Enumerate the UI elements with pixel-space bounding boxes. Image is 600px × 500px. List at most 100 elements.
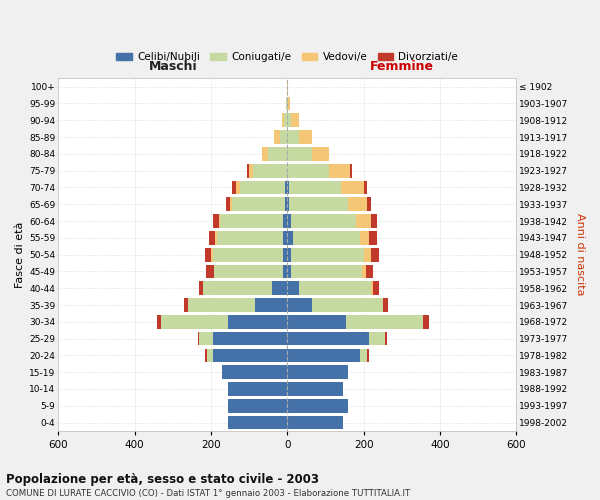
Bar (286, 198, 287, 211)
Bar (287, 130, 299, 144)
Bar (253, 164, 287, 177)
Bar (291, 114, 299, 127)
Bar (287, 282, 299, 295)
Bar (249, 164, 253, 177)
Bar (184, 298, 188, 312)
Bar (371, 282, 373, 295)
Text: Popolazione per età, sesso e stato civile - 2003: Popolazione per età, sesso e stato civil… (6, 472, 319, 486)
Bar (289, 198, 349, 211)
Bar (280, 130, 287, 144)
Bar (228, 399, 287, 412)
Bar (349, 198, 367, 211)
Bar (287, 416, 343, 430)
Bar (161, 315, 228, 328)
Bar (213, 248, 283, 262)
Bar (287, 114, 291, 127)
Bar (157, 315, 161, 328)
Bar (206, 264, 214, 278)
Bar (287, 366, 349, 379)
Bar (214, 264, 283, 278)
Bar (255, 298, 287, 312)
Bar (213, 214, 218, 228)
Bar (360, 348, 367, 362)
Bar (213, 348, 287, 362)
Bar (228, 315, 287, 328)
Bar (283, 231, 287, 244)
Bar (287, 96, 289, 110)
Bar (203, 282, 272, 295)
Bar (239, 180, 286, 194)
Bar (287, 147, 312, 161)
Bar (274, 130, 280, 144)
Bar (236, 180, 239, 194)
Bar (373, 282, 379, 295)
Bar (370, 332, 385, 345)
Bar (272, 282, 287, 295)
Bar (289, 180, 341, 194)
Bar (287, 382, 343, 396)
Bar (287, 264, 291, 278)
Bar (207, 348, 213, 362)
Bar (283, 214, 287, 228)
Bar (283, 248, 287, 262)
Bar (341, 180, 364, 194)
Bar (350, 164, 352, 177)
Text: Maschi: Maschi (148, 60, 197, 74)
Bar (286, 96, 287, 110)
Bar (367, 348, 370, 362)
Legend: Celibi/Nubili, Coniugati/e, Vedovi/e, Divorziati/e: Celibi/Nubili, Coniugati/e, Vedovi/e, Di… (112, 48, 463, 66)
Bar (220, 214, 283, 228)
Bar (287, 198, 289, 211)
Y-axis label: Fasce di età: Fasce di età (15, 222, 25, 288)
Bar (286, 180, 287, 194)
Bar (287, 231, 293, 244)
Bar (362, 264, 365, 278)
Bar (287, 164, 329, 177)
Bar (289, 96, 290, 110)
Bar (230, 198, 232, 211)
Bar (188, 298, 255, 312)
Bar (312, 298, 383, 312)
Bar (262, 147, 268, 161)
Bar (291, 248, 364, 262)
Bar (299, 130, 312, 144)
Bar (287, 248, 291, 262)
Bar (364, 248, 371, 262)
Bar (346, 315, 423, 328)
Bar (365, 264, 373, 278)
Bar (364, 180, 367, 194)
Bar (312, 147, 329, 161)
Bar (217, 231, 283, 244)
Bar (370, 231, 377, 244)
Bar (287, 80, 288, 94)
Bar (232, 180, 236, 194)
Bar (211, 248, 213, 262)
Y-axis label: Anni di nascita: Anni di nascita (575, 214, 585, 296)
Bar (228, 382, 287, 396)
Bar (218, 214, 220, 228)
Bar (228, 416, 287, 430)
Bar (385, 332, 386, 345)
Bar (283, 264, 287, 278)
Bar (360, 231, 370, 244)
Bar (383, 298, 388, 312)
Bar (268, 147, 287, 161)
Bar (223, 366, 287, 379)
Bar (291, 264, 362, 278)
Bar (215, 231, 217, 244)
Bar (287, 180, 289, 194)
Bar (199, 282, 203, 295)
Bar (199, 332, 213, 345)
Bar (356, 214, 371, 228)
Bar (205, 348, 207, 362)
Bar (329, 164, 350, 177)
Bar (247, 164, 249, 177)
Bar (205, 248, 211, 262)
Bar (367, 198, 371, 211)
Text: COMUNE DI LURATE CACCIVIO (CO) - Dati ISTAT 1° gennaio 2003 - Elaborazione TUTTI: COMUNE DI LURATE CACCIVIO (CO) - Dati IS… (6, 489, 410, 498)
Bar (287, 214, 291, 228)
Bar (213, 332, 287, 345)
Bar (423, 315, 428, 328)
Bar (299, 282, 371, 295)
Bar (232, 198, 286, 211)
